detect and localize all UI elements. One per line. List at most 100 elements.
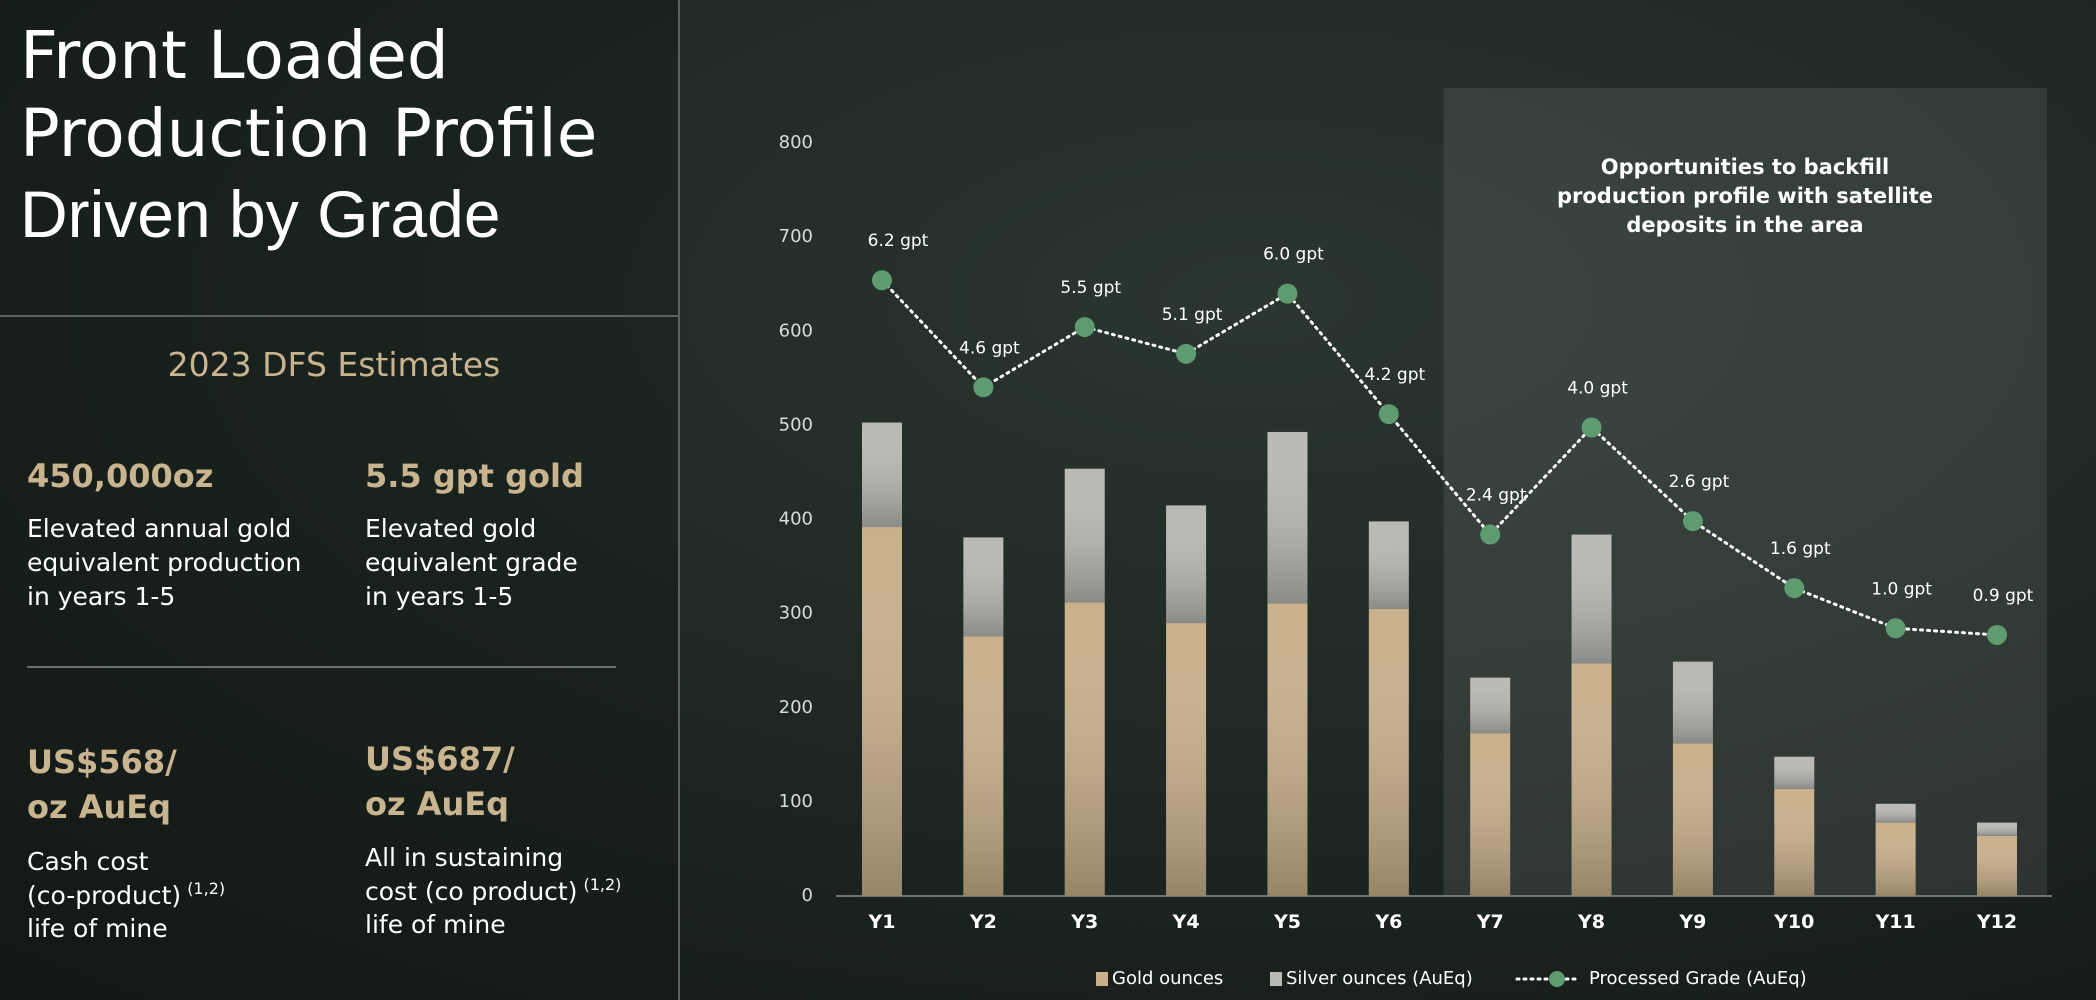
title-line: Production Profile: [20, 95, 597, 172]
annotation: deposits in the area: [1626, 213, 1863, 237]
y-tick-label: 600: [779, 320, 813, 341]
data-label: 2.6 gpt: [1669, 472, 1730, 492]
y-tick-label: 100: [779, 791, 813, 812]
bar-shade: [1571, 663, 1612, 896]
data-label: 5.5 gpt: [1060, 278, 1121, 298]
data-label: 2.4 gpt: [1466, 486, 1527, 506]
x-tick-label: Y9: [1678, 911, 1706, 933]
y-tick-label: 800: [779, 132, 813, 153]
stat-description: equivalent grade: [365, 548, 578, 577]
stats: 450,000oz Elevated annual gold equivalent …: [27, 457, 621, 943]
title-line: Front Loaded: [20, 17, 449, 94]
bar-shade: [1977, 822, 2017, 836]
stat-headline: 5.5 gpt gold: [365, 457, 584, 495]
stat-headline: US$687/: [365, 740, 515, 778]
bar-shade: [1774, 756, 1815, 789]
grade-point: [1784, 578, 1805, 599]
bar-shade: [1571, 534, 1612, 664]
annotation: production profile with satellite: [1557, 184, 1933, 208]
legend-label: Silver ounces (AuEq): [1286, 968, 1473, 989]
data-label: 4.2 gpt: [1364, 365, 1425, 385]
bar-shade: [1470, 733, 1511, 896]
data-label: 1.0 gpt: [1871, 579, 1932, 599]
legend-label: Gold ounces: [1112, 968, 1223, 989]
stat-description: life of mine: [27, 914, 168, 943]
stat-headline: 450,000oz: [27, 457, 213, 495]
stat-description: cost (co product): [365, 877, 577, 906]
stat-description: Elevated gold: [365, 514, 536, 543]
y-tick-label: 700: [779, 226, 813, 247]
stat-description: All in sustaining: [365, 843, 563, 872]
bar-shade: [1470, 677, 1511, 734]
bar-shade: [1368, 608, 1409, 896]
stat-headline: US$568/: [27, 743, 177, 781]
annotation: Opportunities to backfill: [1601, 155, 1889, 179]
x-tick-label: Y11: [1875, 911, 1916, 933]
bar-shade: [1977, 835, 2017, 896]
bar-shade: [1368, 521, 1409, 609]
x-tick-label: Y10: [1773, 911, 1814, 933]
bar-shade: [1267, 431, 1308, 604]
stat-headline: oz AuEq: [27, 788, 171, 826]
data-label: 1.6 gpt: [1770, 539, 1831, 559]
title-subline: Driven by Grade: [20, 177, 501, 251]
grade-point: [973, 377, 994, 398]
chart: Opportunities to backfill production prof…: [779, 88, 2052, 989]
grade-point: [1277, 283, 1298, 304]
x-tick-label: Y3: [1070, 911, 1098, 933]
legend-marker: [1549, 971, 1565, 987]
data-label: 6.0 gpt: [1263, 245, 1324, 265]
legend-label: Processed Grade (AuEq): [1589, 968, 1807, 989]
legend-swatch: [1096, 972, 1108, 986]
grade-point: [1581, 417, 1602, 438]
grade-point: [1885, 618, 1906, 639]
bar-shade: [963, 537, 1004, 637]
bar-shade: [862, 422, 902, 528]
data-label: 4.0 gpt: [1567, 378, 1628, 398]
data-label: 4.6 gpt: [959, 338, 1020, 358]
x-tick-label: Y4: [1172, 911, 1200, 933]
y-tick-label: 500: [779, 414, 813, 435]
x-tick-label: Y5: [1273, 911, 1301, 933]
section-title: 2023 DFS Estimates: [168, 345, 501, 384]
bar-shade: [1875, 803, 1916, 823]
bar-shade: [1672, 743, 1713, 896]
data-label: 5.1 gpt: [1162, 305, 1223, 325]
x-tick-label: Y8: [1577, 911, 1605, 933]
data-label: 6.2 gpt: [868, 231, 929, 251]
grade-point: [1378, 404, 1399, 425]
stat-description: in years 1-5: [27, 582, 175, 611]
stat-note: (1,2): [583, 875, 621, 894]
bar-shade: [862, 527, 902, 896]
left-panel: [0, 0, 679, 1000]
stat-headline: oz AuEq: [365, 785, 509, 823]
stat-description: Elevated annual gold: [27, 514, 291, 543]
bar-shade: [1875, 822, 1916, 896]
bar-shade: [1166, 505, 1207, 624]
x-tick-label: Y12: [1976, 911, 2017, 933]
bar-shade: [1166, 623, 1207, 896]
x-tick-label: Y2: [969, 911, 997, 933]
x-tick-label: Y6: [1374, 911, 1402, 933]
bar-shade: [1064, 602, 1105, 896]
y-tick-label: 400: [779, 509, 813, 530]
grade-line: [880, 278, 1999, 637]
grade-point: [1682, 511, 1703, 532]
data-label: 0.9 gpt: [1973, 586, 2034, 606]
bar-shade: [1064, 468, 1105, 603]
stat-description: (co-product): [27, 881, 181, 910]
grade-point: [1074, 317, 1095, 338]
opportunity-region: [1443, 88, 2047, 896]
x-tick-label: Y7: [1476, 911, 1504, 933]
stat-description: Cash cost: [27, 847, 149, 876]
grade-point: [1987, 624, 2007, 645]
x-tick-label: Y1: [868, 911, 896, 933]
y-tick-label: 300: [779, 603, 813, 624]
stat-description: life of mine: [365, 910, 506, 939]
bar-shade: [963, 636, 1004, 896]
bar-shade: [1774, 788, 1815, 896]
grade-point: [1480, 524, 1501, 545]
bar-shade: [1672, 661, 1713, 744]
grade-point: [1176, 343, 1197, 364]
